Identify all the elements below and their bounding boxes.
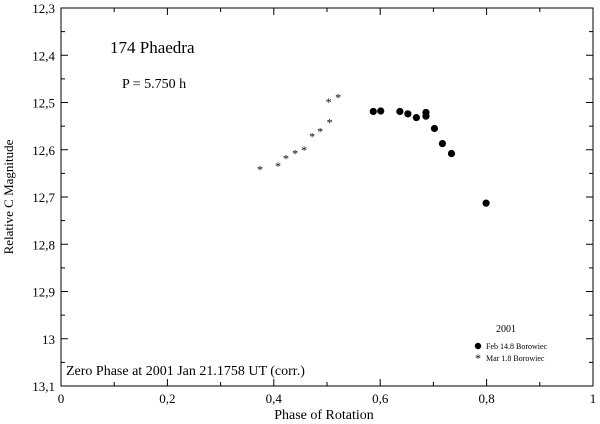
x-tick-label: 0 — [58, 391, 65, 406]
data-point-star: * — [335, 90, 341, 104]
legend-entry-mar: Mar 1.8 Borowiec — [486, 354, 545, 363]
data-point-star: * — [309, 130, 315, 144]
legend: 2001 Feb 14.8 Borowiec * Mar 1.8 Borowie… — [474, 324, 548, 365]
y-tick-label: 12,8 — [32, 237, 55, 252]
data-point-circle — [377, 107, 385, 115]
data-points: * ** * ** **** — [257, 90, 490, 207]
data-point-star: * — [326, 95, 332, 109]
data-point-star: * — [317, 124, 323, 138]
chart-title: 174 Phaedra — [110, 38, 195, 57]
data-point-circle — [404, 110, 412, 118]
data-point-circle — [422, 112, 430, 120]
y-tick-label: 12,5 — [32, 96, 55, 111]
x-tick-label: 0,6 — [372, 391, 389, 406]
y-tick-label: 12,4 — [32, 48, 55, 63]
legend-entry-feb: Feb 14.8 Borowiec — [486, 342, 548, 351]
data-point-circle — [438, 140, 447, 148]
x-axis-label: Phase of Rotation — [274, 408, 374, 423]
data-point-star: * — [301, 143, 307, 157]
data-point-circle — [412, 114, 420, 122]
data-point-circle — [482, 199, 490, 207]
x-tick-label: 0,8 — [478, 391, 494, 406]
chart-subtitle: P = 5.750 h — [122, 77, 186, 92]
data-point-star: * — [257, 163, 263, 177]
data-point-star: * — [275, 159, 281, 173]
x-tick-label: 0,2 — [159, 391, 175, 406]
data-point-star: * — [292, 147, 298, 161]
data-point-star: * — [327, 115, 333, 129]
data-point-circle — [396, 107, 404, 116]
y-tick-label: 13,1 — [32, 379, 55, 394]
axis-tick-labels: 0 0,2 0,4 0,6 0,8 1 12,3 12,4 12,5 12,6 12,7 12,8 12… — [32, 1, 596, 406]
y-tick-label: 13 — [42, 332, 55, 347]
y-tick-label: 12,7 — [32, 190, 55, 205]
axis-ticks — [60, 7, 594, 387]
x-tick-label: 0,4 — [266, 391, 283, 406]
data-point-circle — [369, 107, 377, 116]
zero-phase-annotation: Zero Phase at 2001 Jan 21.1758 UT (corr.… — [66, 364, 305, 379]
data-point-circle — [430, 124, 439, 133]
y-axis-label: Relative C Magnitude — [1, 139, 16, 254]
legend-title: 2001 — [496, 324, 516, 335]
legend-marker-circle — [474, 342, 482, 350]
data-point-circle — [447, 149, 456, 158]
y-tick-label: 12,9 — [32, 285, 55, 300]
y-tick-label: 12,3 — [32, 1, 55, 16]
legend-marker-star: * — [475, 351, 481, 365]
data-point-star: * — [283, 151, 289, 165]
y-tick-label: 12,6 — [32, 143, 55, 158]
x-tick-label: 1 — [590, 391, 597, 406]
